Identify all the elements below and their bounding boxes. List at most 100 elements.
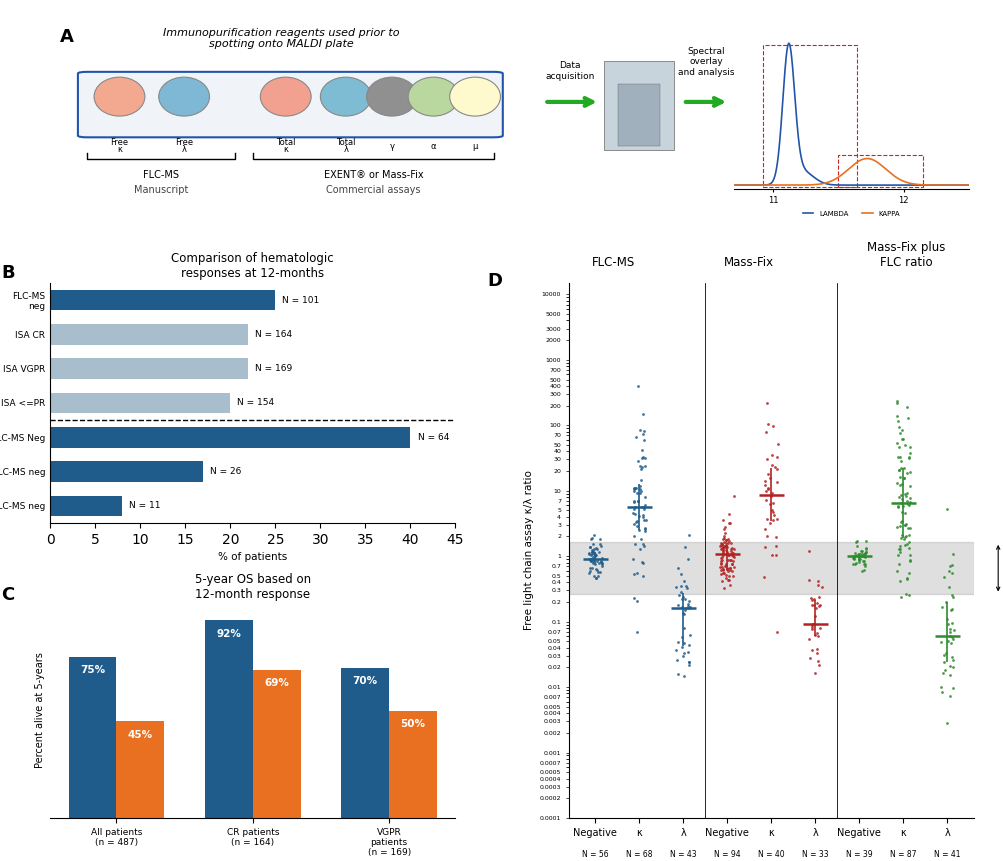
Text: μ: μ [472,142,477,151]
Point [756,474,772,487]
Point [944,681,960,695]
Point [715,563,731,577]
Point [631,423,647,437]
Text: Total: Total [336,139,355,147]
Point [941,689,957,703]
Point [935,647,951,661]
Point [856,547,872,561]
Ellipse shape [366,77,417,116]
Point [724,547,740,561]
Point [845,551,861,565]
Point [676,541,692,554]
Point [725,542,741,555]
X-axis label: % of patients: % of patients [218,552,287,562]
Point [636,499,652,513]
Point [807,596,823,610]
Point [669,598,685,612]
Point [718,541,734,554]
Point [678,580,694,594]
Point [943,630,959,644]
Point [712,556,728,570]
Point [933,685,949,699]
Point [721,516,737,530]
Point [757,425,773,439]
Point [901,548,917,561]
Point [893,515,909,529]
Point [625,493,641,507]
Point [630,494,646,508]
Point [896,518,912,532]
Point [713,574,729,588]
Text: 45%: 45% [127,730,152,740]
Point [892,461,908,475]
Point [592,566,608,579]
Point [629,494,645,508]
Point [714,539,730,553]
Point [721,553,737,567]
Bar [50,461,203,482]
Point [759,468,775,481]
Point [625,591,641,604]
Point [856,549,872,563]
Point [589,566,605,579]
Text: N = 87: N = 87 [890,850,916,859]
Point [889,450,905,464]
Text: Free: Free [110,139,128,147]
Point [889,396,905,410]
Point [893,432,909,446]
Point [758,529,774,542]
Point [584,545,600,559]
Point [712,554,728,568]
Point [583,532,599,546]
Point [940,564,956,578]
Point [891,574,907,588]
Point [626,507,642,521]
Point [722,536,738,549]
Text: N = 39: N = 39 [846,850,872,859]
Point [714,561,730,575]
Point [941,668,957,682]
Bar [341,667,389,818]
Point [586,557,602,571]
Point [896,538,912,552]
Point [891,420,907,434]
Point [890,462,906,476]
Point [800,573,816,586]
Point [634,407,650,421]
Point [807,646,823,660]
Point [805,598,821,612]
Point [763,503,779,517]
Point [628,514,644,528]
Point [712,563,728,577]
Point [637,451,653,465]
Point [899,493,915,507]
Point [717,557,733,571]
Point [763,449,779,462]
Point [725,561,741,574]
Point [891,539,907,553]
Point [676,607,692,621]
Point [761,472,777,486]
Point [676,646,692,660]
Point [940,616,956,630]
Point [941,622,957,635]
Point [846,549,862,563]
Point [712,557,728,571]
Point [673,640,689,653]
Point [893,424,909,437]
Point [894,528,910,542]
Text: N = 40: N = 40 [757,850,784,859]
Point [670,666,686,680]
Point [681,639,697,653]
Point [716,560,732,573]
Point [589,569,605,583]
Point [583,552,599,566]
Point [628,518,644,532]
Point [592,554,608,568]
Point [635,513,651,527]
Point [847,535,863,548]
Point [716,527,732,541]
Point [721,579,737,592]
Point [719,573,735,587]
Point [856,563,872,577]
